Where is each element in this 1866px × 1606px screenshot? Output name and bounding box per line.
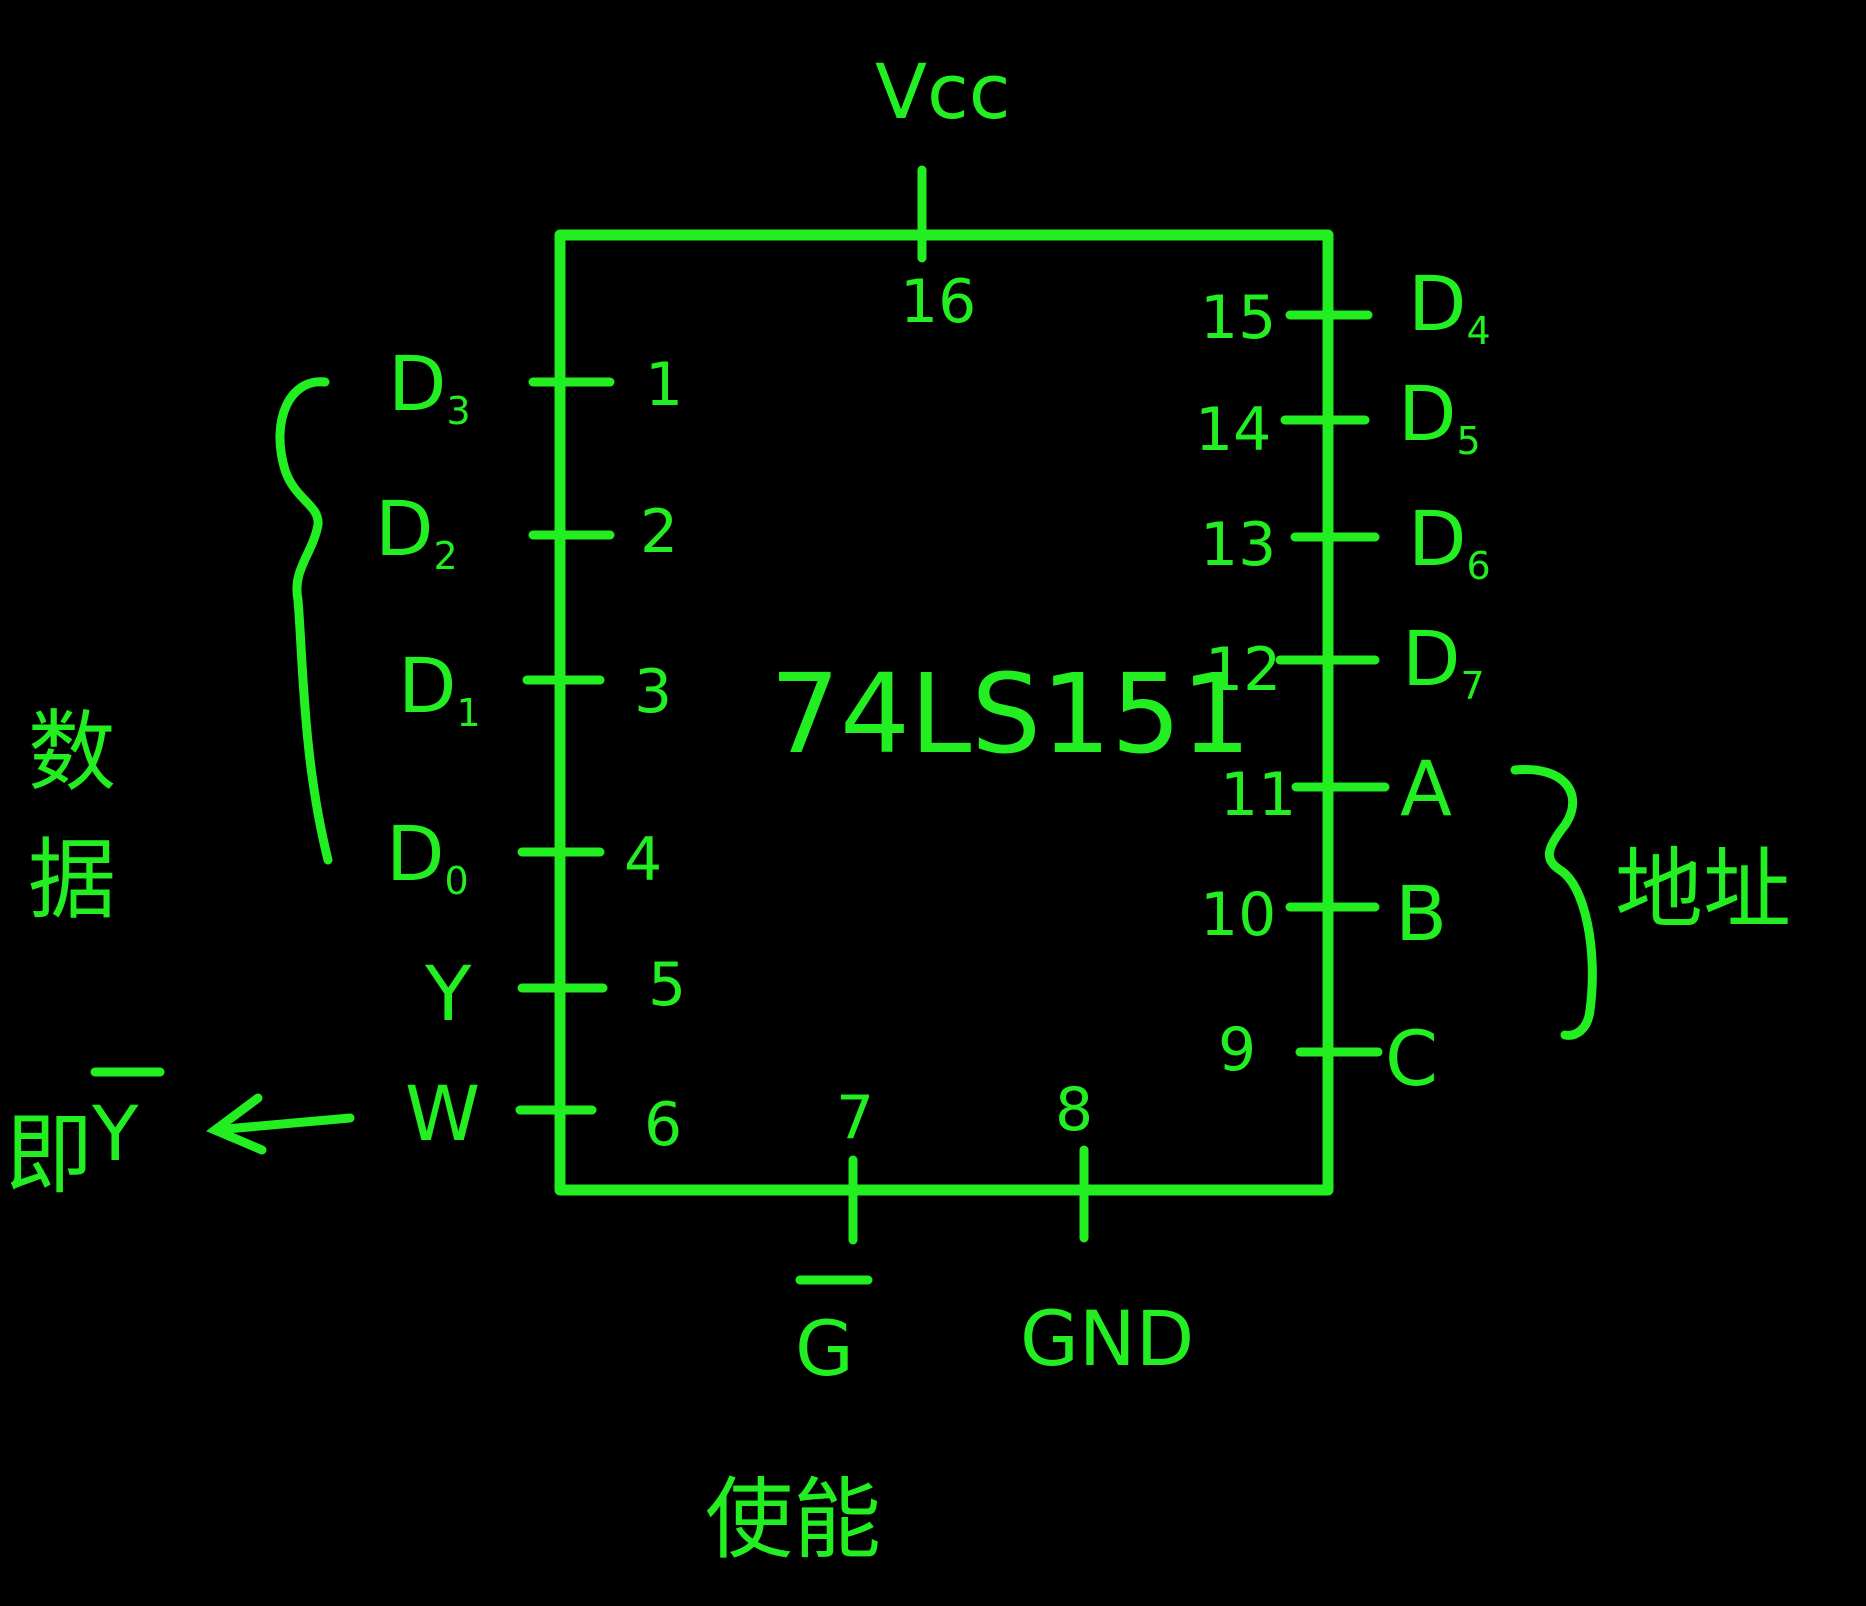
right-pin-10: 10 B — [1200, 869, 1447, 958]
pin-number: 9 — [1218, 1015, 1256, 1085]
pin-signal: D5 — [1398, 369, 1481, 463]
pin-number: 14 — [1195, 395, 1271, 465]
right-pin-12: 12 D7 — [1205, 614, 1485, 708]
address-group-label: 地址 — [1615, 838, 1791, 941]
enable-label: 使能 — [705, 1468, 881, 1571]
pin-signal: GND — [1020, 1294, 1194, 1383]
chip-body — [554, 229, 1334, 1196]
address-brace — [1510, 764, 1597, 1040]
data-group-label: 数据 — [14, 705, 117, 961]
pin-number: 1 — [645, 350, 683, 420]
pin-number: 3 — [634, 657, 672, 727]
bottom-pin-7: 7 G 使能 — [705, 1083, 881, 1571]
pin-signal: D6 — [1408, 494, 1491, 588]
left-pin-1: 1 D3 — [388, 339, 683, 433]
right-pin-15: 15 D4 — [1200, 259, 1491, 353]
left-pin-4: 4 D0 — [386, 809, 662, 903]
pin-number: 13 — [1200, 510, 1276, 580]
pin-number: 11 — [1220, 760, 1296, 830]
right-pin-11: 11 A — [1220, 744, 1452, 833]
pin-number: 8 — [1055, 1075, 1093, 1145]
pin-signal: A — [1400, 744, 1452, 833]
pin-number: 7 — [836, 1083, 874, 1153]
pin-signal: C — [1385, 1014, 1438, 1103]
pin-signal: D2 — [375, 484, 458, 578]
pin-number: 15 — [1200, 283, 1276, 353]
pin-number: 6 — [644, 1090, 682, 1160]
pin-signal: D0 — [386, 809, 469, 903]
pin-signal: D4 — [1408, 259, 1491, 353]
left-pin-6: 6 W — [405, 1069, 682, 1160]
left-pin-5: 5 Y — [424, 949, 686, 1038]
pin-number: 5 — [648, 950, 686, 1020]
pin-signal: B — [1395, 869, 1447, 958]
vcc-pin-number: 16 — [900, 267, 976, 337]
right-pin-14: 14 D5 — [1195, 369, 1481, 465]
pin-signal: D1 — [398, 641, 481, 735]
pin-signal: Y — [424, 949, 472, 1038]
chip-name: 74LS151 — [770, 650, 1251, 778]
pin-number: 2 — [640, 497, 678, 567]
w-note-signal: Y — [91, 1089, 139, 1178]
vcc-label: Vcc — [875, 47, 1011, 136]
pin-number: 10 — [1200, 880, 1276, 950]
pin-signal: W — [405, 1069, 480, 1158]
right-pin-9: 9 C — [1218, 1014, 1438, 1103]
left-pin-3: 3 D1 — [398, 641, 672, 735]
data-brace — [275, 377, 333, 865]
pin-signal: D7 — [1402, 614, 1485, 708]
pin-signal: G — [795, 1304, 854, 1393]
left-pin-2: 2 D2 — [375, 484, 678, 578]
right-pin-13: 13 D6 — [1200, 494, 1491, 588]
pin-signal: D3 — [388, 339, 471, 433]
pin-number: 12 — [1205, 635, 1281, 705]
w-note-prefix: 即 — [5, 1103, 93, 1206]
arrow-icon — [206, 1093, 355, 1155]
pin-number: 4 — [624, 825, 662, 895]
bottom-pin-8: 8 GND — [1020, 1075, 1194, 1383]
